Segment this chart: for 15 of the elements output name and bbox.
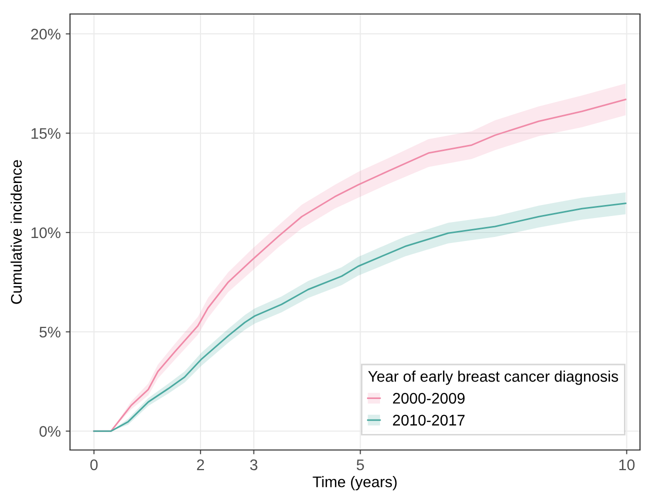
x-tick-label: 0: [90, 459, 98, 470]
y-tick-label: 20%: [31, 28, 60, 40]
legend-title: Year of early breast cancer diagnosis: [368, 370, 618, 385]
legend-label: 2000-2009: [393, 392, 465, 404]
legend-label: 2010-2017: [393, 414, 465, 426]
x-tick-label: 3: [250, 459, 258, 470]
x-tick-label: 2: [197, 459, 204, 470]
x-tick-label: 10: [619, 459, 635, 470]
y-tick-label: 0%: [39, 426, 60, 437]
y-tick-label: 10%: [32, 227, 60, 238]
y-axis-title: Cumulative incidence: [10, 160, 22, 304]
x-tick-label: 5: [356, 460, 364, 470]
y-tick-label: 15%: [32, 128, 60, 139]
x-axis-title: Time (years): [312, 476, 397, 490]
y-tick-label: 5%: [40, 326, 60, 338]
